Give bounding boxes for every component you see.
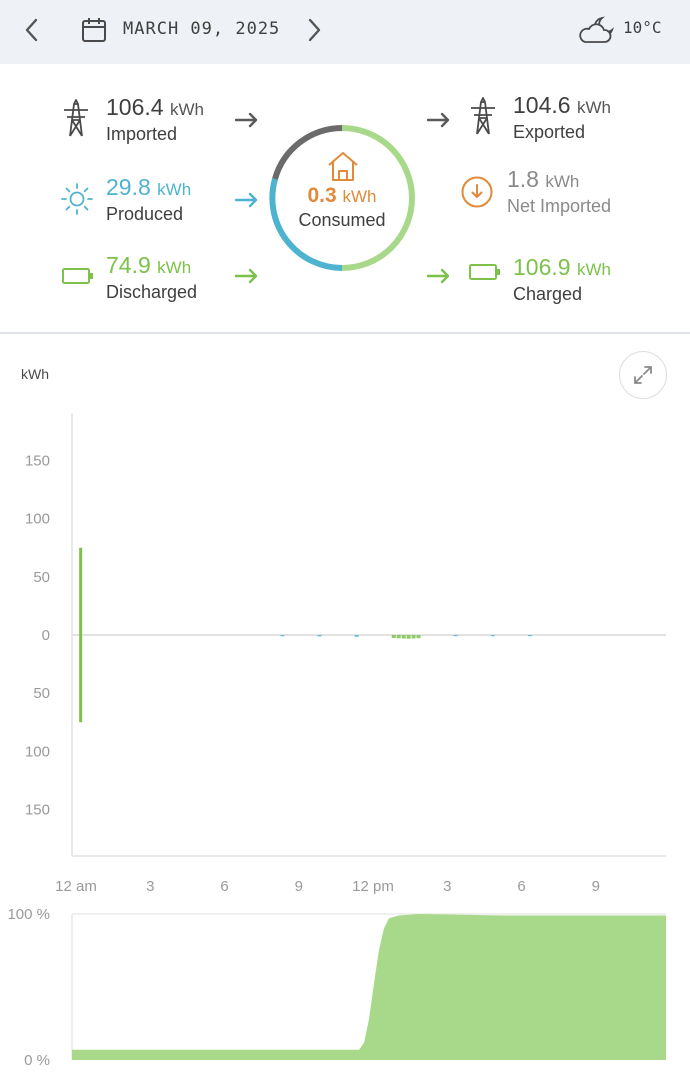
charged-unit: kWh: [576, 260, 611, 279]
discharged-stat: 74.9 kWh Discharged: [106, 252, 197, 303]
energy-bar: [406, 635, 411, 639]
discharged-unit: kWh: [157, 258, 192, 277]
net-imported-unit: kWh: [545, 172, 580, 191]
consumed-label: Consumed: [298, 210, 386, 230]
y-tick-label: 50: [33, 569, 50, 586]
chevron-right-icon: [308, 18, 321, 42]
consumed-unit: kWh: [342, 187, 377, 206]
energy-bar: [411, 635, 416, 639]
battery-soc-chart[interactable]: 100 % 0 %: [0, 900, 690, 1078]
home-icon: [328, 152, 358, 181]
expand-chart-button[interactable]: [619, 351, 667, 399]
energy-bar: [490, 635, 495, 637]
charged-value: 106.9: [513, 254, 571, 280]
energy-bar: [396, 635, 401, 639]
net-imported-label: Net Imported: [507, 196, 612, 216]
next-day-button[interactable]: [296, 12, 332, 48]
arrow-right-icon: [234, 112, 258, 128]
consumption-ring: [269, 125, 415, 271]
x-tick-label: 6: [517, 878, 525, 895]
exported-label: Exported: [513, 122, 586, 142]
energy-bar: [391, 635, 396, 639]
chart-unit-label: kWh: [21, 366, 49, 382]
y-tick-label: 100 %: [7, 906, 50, 923]
download-circle-icon: [461, 176, 493, 208]
date-label[interactable]: MARCH 09, 2025: [123, 19, 281, 39]
section-divider: [0, 332, 690, 334]
battery-icon: [469, 264, 500, 280]
produced-value: 29.8: [106, 174, 151, 200]
x-tick-label: 12 pm: [352, 878, 394, 895]
power-tower-icon: [64, 99, 88, 137]
arrow-right-icon: [234, 192, 258, 208]
charged-label: Charged: [513, 284, 583, 304]
battery-icon: [62, 268, 93, 284]
energy-bar: [280, 635, 285, 637]
energy-summary: [0, 64, 690, 333]
consumed-value: 0.3: [307, 184, 337, 207]
cloud-moon-icon: [579, 16, 615, 43]
energy-bar: [401, 635, 406, 639]
calendar-icon[interactable]: [80, 16, 108, 44]
y-tick-label: 0 %: [24, 1052, 50, 1069]
temperature: 10°C: [623, 18, 662, 37]
x-tick-label: 3: [443, 878, 451, 895]
expand-icon: [634, 366, 652, 384]
energy-bar-chart[interactable]: 150 100 50 0 50 100 150 12 am 3 6 9 12 pm 3 6 9: [0, 400, 690, 900]
imported-stat: 106.4 kWh Imported: [106, 94, 204, 145]
sun-icon: [61, 183, 93, 215]
energy-bar: [527, 635, 532, 637]
date-header: MARCH 09, 2025 10°C: [0, 0, 690, 64]
energy-bar: [79, 547, 83, 635]
energy-bar: [317, 635, 322, 637]
y-tick-label: 100: [25, 511, 50, 528]
produced-stat: 29.8 kWh Produced: [106, 174, 191, 225]
arrow-right-icon: [426, 268, 450, 284]
x-tick-label: 12 am: [55, 878, 97, 895]
produced-label: Produced: [106, 204, 184, 224]
energy-bar: [79, 635, 83, 723]
soc-area: [72, 914, 666, 1060]
exported-unit: kWh: [576, 98, 611, 117]
arrow-right-icon: [426, 112, 450, 128]
net-imported-stat: 1.8 kWh Net Imported: [507, 166, 611, 217]
energy-bar: [453, 635, 458, 637]
charged-stat: 106.9 kWh Charged: [513, 254, 611, 305]
imported-value: 106.4: [106, 94, 164, 120]
y-tick-label: 150: [25, 801, 50, 818]
arrow-right-icon: [234, 268, 258, 284]
x-tick-label: 3: [146, 878, 154, 895]
x-tick-label: 9: [295, 878, 303, 895]
y-tick-label: 150: [25, 453, 50, 470]
y-tick-label: 100: [25, 743, 50, 760]
x-tick-label: 6: [220, 878, 228, 895]
energy-bar: [354, 635, 359, 637]
y-tick-label: 50: [33, 685, 50, 702]
discharged-label: Discharged: [106, 282, 198, 302]
x-tick-label: 9: [592, 878, 600, 895]
power-tower-icon: [471, 97, 495, 135]
net-imported-value: 1.8: [507, 166, 539, 192]
y-tick-label: 0: [42, 627, 50, 644]
imported-label: Imported: [106, 124, 178, 144]
consumed-stat: 0.3 kWh Consumed: [272, 146, 412, 231]
previous-day-button[interactable]: [14, 12, 50, 48]
energy-bar: [416, 635, 421, 639]
exported-stat: 104.6 kWh Exported: [513, 92, 611, 143]
discharged-value: 74.9: [106, 252, 151, 278]
exported-value: 104.6: [513, 92, 571, 118]
chevron-left-icon: [25, 18, 38, 42]
produced-unit: kWh: [157, 180, 192, 199]
imported-unit: kWh: [169, 100, 204, 119]
